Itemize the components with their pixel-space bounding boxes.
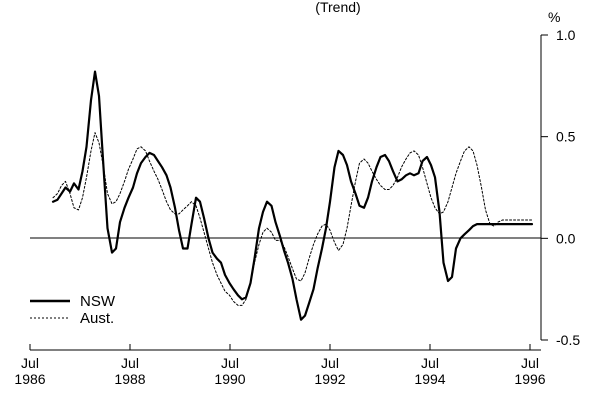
chart-title: (Trend) <box>315 0 360 15</box>
x-tick-label: Jul 1992 <box>314 355 345 387</box>
y-tick-label: -0.5 <box>556 332 580 348</box>
y-tick-label: 0.5 <box>556 129 576 145</box>
legend-aust-label: Aust. <box>80 310 114 327</box>
series-group <box>51 70 534 321</box>
y-tick-label: 1.0 <box>556 27 576 43</box>
x-ticks: Jul 1986 Jul 1988 Jul 1990 Jul 1992 Jul 1994 Jul 19… <box>14 344 546 387</box>
axes <box>30 35 542 351</box>
y-axis-unit: % <box>548 9 560 25</box>
x-tick-label: Jul 1994 <box>414 355 445 387</box>
series-line-aust <box>52 132 533 306</box>
y-tick-label: 0.0 <box>556 230 576 246</box>
x-tick-label: Jul 1990 <box>214 355 245 387</box>
legend-nsw-label: NSW <box>80 293 116 310</box>
x-tick-label: Jul 1996 <box>514 355 545 387</box>
y-ticks: 1.0 0.5 0.0 -0.5 <box>541 27 580 348</box>
x-tick-label: Jul 1986 <box>14 355 45 387</box>
legend: NSW Aust. <box>30 293 116 327</box>
series-line-nsw <box>51 70 534 321</box>
x-tick-label: Jul 1988 <box>114 355 145 387</box>
